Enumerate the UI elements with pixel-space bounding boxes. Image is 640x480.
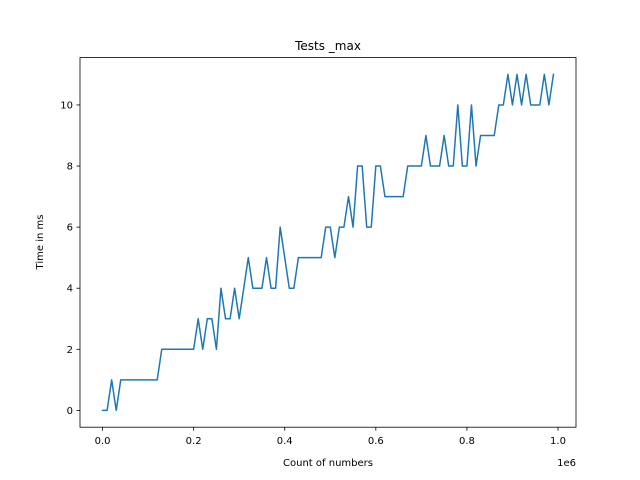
y-tick-label: 2 — [67, 345, 73, 356]
x-axis-label: Count of numbers — [283, 458, 373, 469]
x-tick-label: 0.6 — [368, 436, 384, 447]
y-axis-label: Time in ms — [35, 215, 46, 271]
plot-frame — [79, 57, 577, 428]
plot-area — [79, 57, 577, 428]
y-tick-label: 6 — [67, 223, 73, 234]
y-axis: 0 2 4 6 8 10 — [60, 100, 80, 417]
x-tick-label: 0.4 — [277, 436, 293, 447]
x-axis-scale-label: 1e6 — [557, 458, 576, 469]
y-tick-label: 10 — [60, 100, 73, 111]
chart-title: Tests _max — [294, 39, 361, 53]
series-layer — [101, 73, 555, 412]
y-tick-label: 4 — [67, 284, 73, 295]
series-line-0 — [101, 73, 555, 412]
y-tick-label: 8 — [67, 162, 73, 173]
y-tick-label: 0 — [67, 406, 73, 417]
x-tick-label: 0.2 — [186, 436, 202, 447]
x-tick-label: 0.0 — [95, 436, 111, 447]
x-axis: 0.0 0.2 0.4 0.6 0.8 1.0 — [95, 427, 566, 447]
x-tick-label: 0.8 — [459, 436, 475, 447]
x-tick-label: 1.0 — [550, 436, 566, 447]
